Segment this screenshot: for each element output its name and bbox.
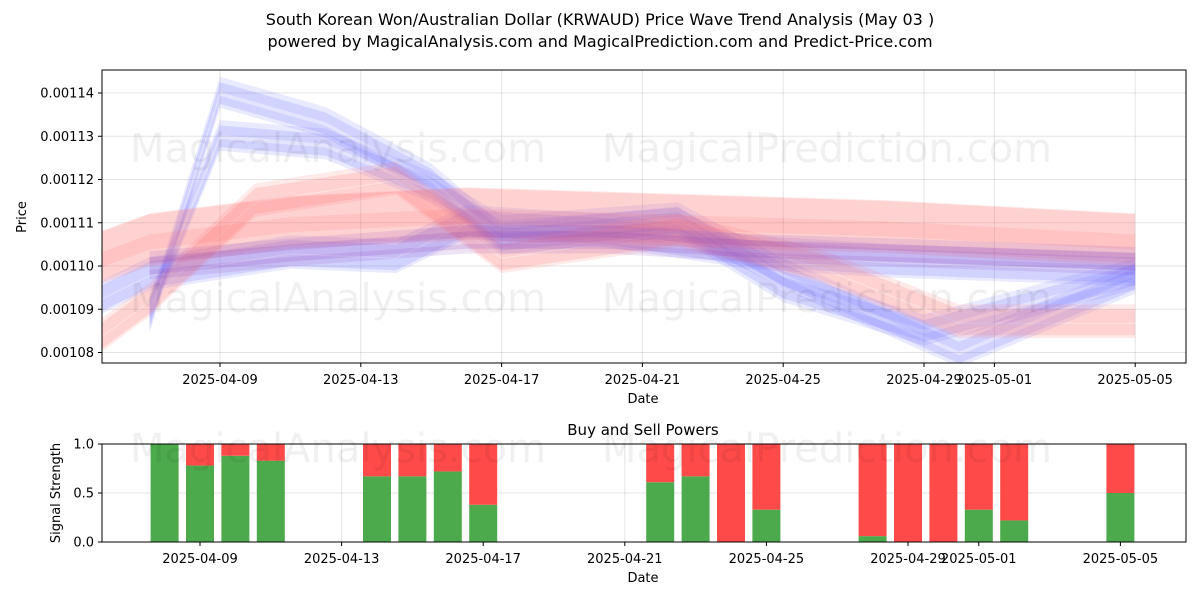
signal-xtick-label: 2025-04-17	[445, 552, 521, 567]
buy-bar	[433, 471, 462, 542]
signal-watermarks: MagicalAnalysis.com MagicalPrediction.com	[130, 426, 1052, 472]
signal-ticks: 0.0 0.5 1.0 2025-04-09 2025-04-13 2025-04-17 2…	[73, 438, 1158, 568]
sell-bar	[363, 444, 391, 477]
price-axes-frame	[101, 69, 1187, 364]
price-ytick-label: 0.00112	[40, 173, 94, 188]
buy-bar	[186, 465, 214, 542]
buy-bar	[964, 509, 993, 542]
signal-xtick-label: 2025-04-25	[729, 552, 805, 567]
watermark-text: MagicalAnalysis.com	[130, 126, 546, 172]
wave-ribbon-red	[102, 208, 1136, 281]
price-xtick-label: 2025-05-05	[1097, 373, 1173, 388]
buy-bar	[469, 504, 498, 542]
price-xtick-label: 2025-04-21	[605, 373, 681, 388]
wave-ribbon-purple	[149, 243, 1136, 280]
buy-bar	[256, 460, 285, 542]
signal-ytick-label: 0.0	[73, 536, 94, 551]
buy-bar	[752, 509, 781, 542]
sell-bar	[646, 444, 675, 483]
price-xtick-label: 2025-05-01	[957, 373, 1033, 388]
signal-xtick-label: 2025-04-13	[304, 552, 380, 567]
sell-bar	[256, 444, 285, 461]
sell-bar	[752, 444, 781, 510]
watermark-text: MagicalPrediction.com	[602, 426, 1052, 472]
price-ytick-label: 0.00109	[40, 303, 94, 318]
sell-bar	[894, 444, 922, 542]
chart-subtitle: powered by MagicalAnalysis.com and Magic…	[267, 32, 933, 51]
sell-bar	[433, 444, 462, 472]
signal-xtick-label: 2025-04-21	[587, 552, 663, 567]
buy-bar	[363, 476, 391, 542]
buy-bar	[150, 444, 179, 542]
signal-bars	[150, 444, 1135, 542]
signal-title: Buy and Sell Powers	[567, 421, 719, 439]
sell-bar	[186, 444, 214, 466]
wave-ribbon-blue	[102, 205, 1136, 299]
wave-ribbon-red	[102, 188, 1136, 284]
price-ytick-label: 0.00111	[40, 216, 94, 231]
price-watermarks: MagicalAnalysis.com MagicalPrediction.com…	[130, 126, 1052, 322]
buy-bar	[1106, 493, 1135, 542]
sell-bar	[1106, 444, 1135, 493]
signal-xtick-label: 2025-04-29	[870, 552, 946, 567]
wave-ribbon-red	[102, 187, 1136, 268]
sell-bar	[1000, 444, 1029, 521]
price-ylabel: Price	[15, 201, 30, 233]
price-ytick-label: 0.00110	[40, 260, 94, 275]
price-ticks: 0.00108 0.00109 0.00110 0.00111 0.00112 0.001…	[40, 87, 1173, 389]
price-xtick-label: 2025-04-25	[745, 373, 821, 388]
buy-bar	[858, 536, 887, 542]
sell-bar	[398, 444, 427, 477]
watermark-text: MagicalAnalysis.com	[130, 426, 546, 472]
sell-bar	[717, 444, 745, 542]
sell-bar	[221, 444, 250, 456]
sell-bar	[929, 444, 958, 542]
buy-bar	[221, 455, 250, 542]
wave-ribbon-red	[102, 166, 1136, 349]
price-ytick-label: 0.00108	[40, 346, 94, 361]
sell-bar	[858, 444, 887, 537]
buy-bar	[646, 482, 675, 542]
sell-bar	[964, 444, 993, 510]
signal-xtick-label: 2025-05-01	[941, 552, 1017, 567]
signal-ytick-label: 0.5	[73, 487, 94, 502]
wave-ribbon-blue	[149, 82, 1136, 342]
wave-ribbon-purple	[149, 225, 1136, 264]
price-xlabel: Date	[627, 392, 658, 407]
price-grid	[102, 70, 1186, 363]
watermark-text: MagicalAnalysis.com	[130, 276, 546, 322]
price-xtick-label: 2025-04-29	[886, 373, 962, 388]
buy-bar	[398, 476, 427, 542]
buy-bar	[681, 476, 710, 542]
chart-title: South Korean Won/Australian Dollar (KRWA…	[265, 10, 935, 29]
watermark-text: MagicalPrediction.com	[602, 126, 1052, 172]
signal-ytick-label: 1.0	[73, 438, 94, 453]
price-xtick-label: 2025-04-09	[182, 373, 258, 388]
price-xtick-label: 2025-04-17	[464, 373, 540, 388]
signal-xtick-label: 2025-05-05	[1083, 552, 1159, 567]
signal-ylabel: Signal Strength	[49, 443, 64, 543]
sell-bar	[681, 444, 710, 477]
signal-xlabel: Date	[627, 571, 658, 586]
buy-bar	[1000, 520, 1029, 542]
wave-ribbon-blue	[149, 125, 1136, 363]
wave-ribbon-red	[102, 161, 1136, 337]
sell-bar	[469, 444, 498, 505]
wave-ribbon-purple	[149, 231, 1136, 275]
watermark-text: MagicalPrediction.com	[602, 276, 1052, 322]
price-xtick-label: 2025-04-13	[323, 373, 399, 388]
signal-xtick-label: 2025-04-09	[162, 552, 238, 567]
price-waves	[102, 76, 1136, 363]
wave-ribbon-blue	[102, 209, 1136, 312]
wave-ribbon-blue	[102, 224, 1136, 314]
wave-ribbon-red	[102, 181, 1136, 352]
price-ytick-label: 0.00113	[40, 130, 94, 145]
price-ytick-label: 0.00114	[40, 87, 94, 102]
